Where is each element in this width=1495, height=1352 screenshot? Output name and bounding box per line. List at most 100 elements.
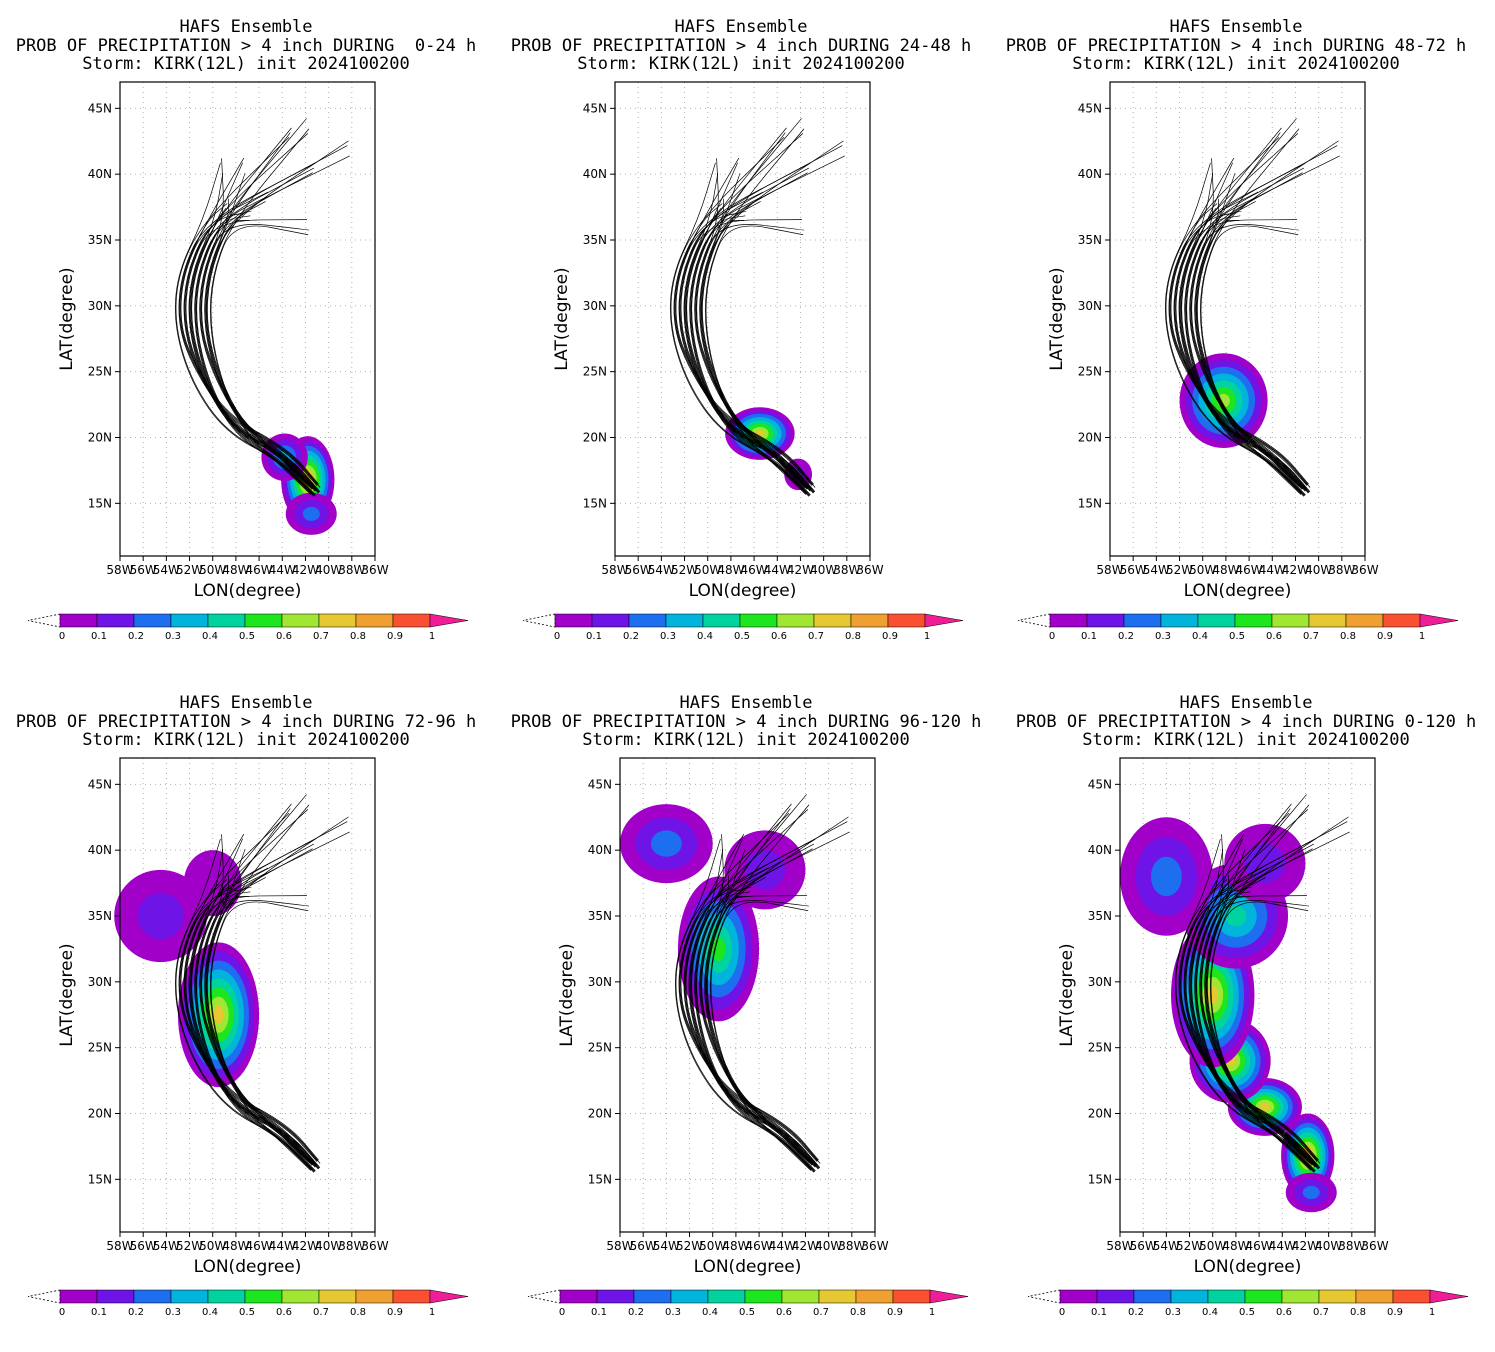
y-tick-label: 35N <box>1088 909 1112 923</box>
x-tick-label: 56W <box>630 1239 657 1253</box>
track-line <box>204 874 316 1168</box>
x-tick-label: 40W <box>315 1239 342 1253</box>
x-tick-label: 56W <box>130 1239 157 1253</box>
grid <box>119 82 376 556</box>
colorbar-segment <box>96 1289 135 1304</box>
colorbar-tick-label: 0.8 <box>850 1307 866 1318</box>
colorbar-segment <box>59 613 98 628</box>
colorbar-segment <box>1059 1289 1098 1304</box>
colorbar-tick-label: 0.8 <box>1340 631 1356 642</box>
colorbar-tick-label: 1 <box>429 1307 435 1318</box>
grid <box>1109 82 1366 556</box>
track-line <box>199 900 321 1164</box>
x-tick-label: 50W <box>199 563 226 577</box>
track-line <box>195 215 315 497</box>
chart-panel-6: HAFS Ensemble PROB OF PRECIPITATION > 4 i… <box>1000 676 1495 1352</box>
prob-contour <box>137 892 184 940</box>
colorbar-segment <box>707 1289 746 1304</box>
x-tick-label: 48W <box>717 563 744 577</box>
x-tick-label: 50W <box>694 563 721 577</box>
x-tick-label: 58W <box>606 1239 633 1253</box>
colorbar-segment <box>96 613 135 628</box>
colorbar: 0 0.1 0.2 0.3 0.4 0.5 0.6 0.7 0.8 0.9 1 <box>1017 613 1459 642</box>
y-tick-label: 35N <box>88 909 112 923</box>
track-line <box>1185 215 1305 497</box>
prob-contour <box>302 506 320 521</box>
track-line <box>705 128 807 495</box>
colorbar-tick-label: 1 <box>924 631 930 642</box>
track-line <box>678 210 808 490</box>
colorbar-tick-label: 0.9 <box>387 1307 403 1318</box>
x-axis-label: LON(degree) <box>1184 581 1292 601</box>
x-tick-label: 50W <box>1199 1239 1226 1253</box>
title-line-1: HAFS Ensemble <box>1169 17 1303 37</box>
track-line <box>1180 167 1310 493</box>
track-line <box>684 867 813 1166</box>
x-tick-label: 42W <box>1292 1239 1319 1253</box>
track-line <box>685 167 815 493</box>
x-tick-label: 42W <box>1282 563 1309 577</box>
x-tick-label: 36W <box>361 1239 388 1253</box>
y-tick-label: 25N <box>583 365 607 379</box>
y-tick-label: 45N <box>583 101 607 115</box>
title-line-1: HAFS Ensemble <box>179 17 313 37</box>
colorbar-segment <box>554 613 593 628</box>
x-tick-label: 52W <box>1166 563 1193 577</box>
track-line <box>689 803 820 1169</box>
x-tick-label: 48W <box>722 1239 749 1253</box>
x-tick-label: 44W <box>269 1239 296 1253</box>
x-axis-label: LON(degree) <box>689 581 797 601</box>
x-tick-label: 44W <box>769 1239 796 1253</box>
track-line <box>1195 872 1316 1172</box>
y-tick-label: 40N <box>583 167 607 181</box>
chart-title: HAFS Ensemble PROB OF PRECIPITATION > 4 i… <box>0 694 496 750</box>
x-tick-label: 42W <box>787 563 814 577</box>
colorbar-tick-label: 0.2 <box>128 1307 144 1318</box>
colorbar: 0 0.1 0.2 0.3 0.4 0.5 0.6 0.7 0.8 0.9 1 <box>522 613 964 642</box>
x-tick-label: 46W <box>741 563 768 577</box>
x-tick-label: 40W <box>1305 563 1332 577</box>
title-line-2: PROB OF PRECIPITATION > 4 inch DURING 0-… <box>15 35 477 56</box>
colorbar-segment <box>818 1289 857 1304</box>
y-tick-label: 20N <box>88 431 112 445</box>
x-tick-label: 58W <box>106 563 133 577</box>
y-tick-label: 45N <box>88 101 112 115</box>
colorbar-tick-label: 0.5 <box>239 1307 255 1318</box>
y-tick-label: 35N <box>88 233 112 247</box>
track-line <box>690 215 810 497</box>
ensemble-tracks <box>174 794 350 1173</box>
track-line <box>204 198 316 492</box>
colorbar-segment <box>318 613 357 628</box>
colorbar-tick-label: 0.1 <box>586 631 602 642</box>
x-axis-label: LON(degree) <box>1194 1257 1302 1277</box>
y-tick-label: 15N <box>588 1172 612 1186</box>
track-line <box>189 127 320 493</box>
chart-panel-1: HAFS Ensemble PROB OF PRECIPITATION > 4 i… <box>0 0 495 676</box>
y-tick-label: 25N <box>588 1041 612 1055</box>
x-tick-label: 46W <box>746 1239 773 1253</box>
colorbar-segment <box>591 613 630 628</box>
colorbar-segment <box>1345 613 1384 628</box>
colorbar-tick-label: 1 <box>929 1307 935 1318</box>
x-tick-label: 36W <box>1361 1239 1388 1253</box>
track-line <box>1199 900 1321 1164</box>
colorbar-segment <box>855 1289 894 1304</box>
x-tick-label: 38W <box>338 1239 365 1253</box>
colorbar-segment <box>355 613 394 628</box>
colorbar-segment <box>281 613 320 628</box>
colorbar-segment <box>392 1289 431 1304</box>
track-line <box>710 804 812 1171</box>
x-tick-label: 48W <box>222 563 249 577</box>
track-line <box>188 849 319 1170</box>
colorbar-segment <box>1133 1289 1172 1304</box>
x-tick-label: 54W <box>1153 1239 1180 1253</box>
track-line <box>190 167 320 493</box>
y-tick-label: 25N <box>1078 365 1102 379</box>
colorbar-segment <box>1308 613 1347 628</box>
colorbar: 0 0.1 0.2 0.3 0.4 0.5 0.6 0.7 0.8 0.9 1 <box>1027 1289 1469 1318</box>
colorbar-tick-label: 0.4 <box>202 631 218 642</box>
colorbar-tick-label: 0.1 <box>91 631 107 642</box>
